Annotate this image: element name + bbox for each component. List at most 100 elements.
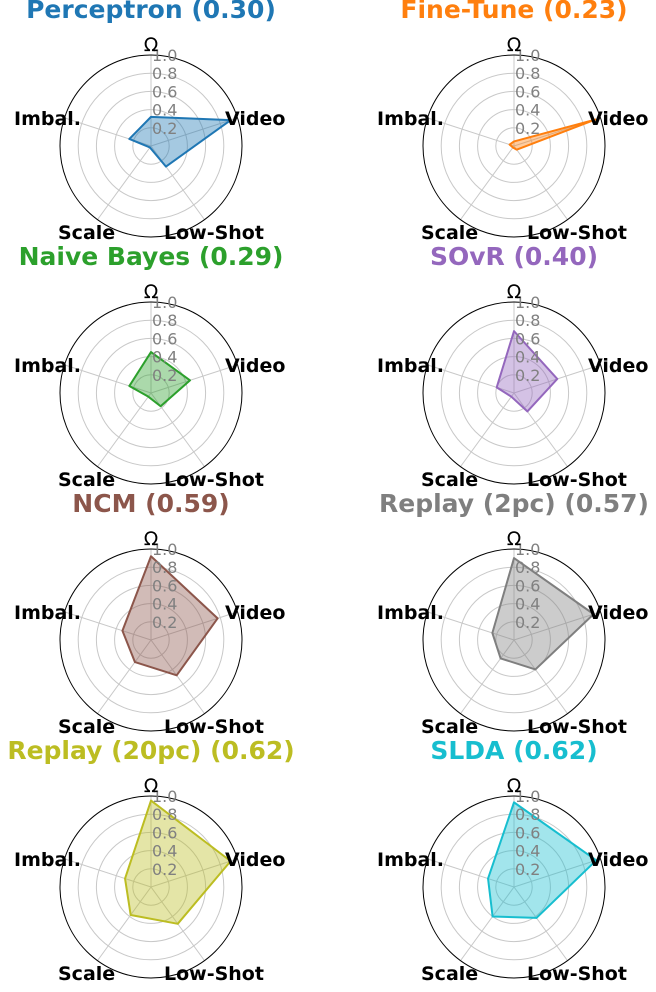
radial-gridline — [460, 639, 515, 714]
outer-frame-circle — [422, 54, 606, 238]
grid-circle — [114, 850, 188, 924]
data-polygon — [121, 555, 219, 677]
panel-title: SLDA (0.62) — [430, 736, 597, 765]
radial-tick-label: 0.4 — [152, 101, 177, 120]
axis-label-scale: Scale — [58, 222, 115, 244]
radial-gridline — [97, 392, 152, 467]
data-polygon — [124, 799, 232, 925]
outer-frame-circle — [422, 301, 606, 485]
radial-tick-label: 0.6 — [152, 823, 177, 842]
axis-label-low-shot: Low-Shot — [164, 222, 264, 244]
axis-label-video: Video — [588, 108, 648, 130]
grid-circle — [77, 813, 225, 961]
axis-label-omega: Ω — [507, 775, 522, 797]
axis-label-omega: Ω — [144, 34, 159, 56]
radial-gridline — [460, 145, 515, 220]
data-point-video — [216, 617, 219, 620]
axis-label-video: Video — [588, 849, 648, 871]
grid-circle — [440, 566, 588, 714]
outer-frame-circle — [422, 548, 606, 732]
grid-circle — [477, 850, 551, 924]
radial-gridline — [513, 145, 568, 220]
panel-title: Perceptron (0.30) — [26, 0, 276, 24]
radial-tick-label: 0.8 — [152, 311, 177, 330]
data-point-scale — [149, 146, 151, 149]
axis-label-video: Video — [225, 849, 285, 871]
grid-circle — [495, 621, 533, 659]
radial-gridline — [150, 858, 238, 888]
axis-label-low-shot: Low-Shot — [527, 716, 627, 738]
grid-circle — [77, 72, 225, 220]
axis-label-low-shot: Low-Shot — [527, 469, 627, 491]
data-polygon — [495, 330, 559, 413]
outer-frame-circle — [59, 795, 243, 979]
grid-circle — [477, 109, 551, 183]
data-point-imbal — [495, 386, 498, 389]
radial-tick-label: 0.2 — [515, 366, 540, 385]
axis-label-imbal: Imbal. — [377, 602, 444, 624]
outer-frame-circle — [59, 301, 243, 485]
radial-gridline — [513, 858, 601, 888]
data-point-omega — [150, 351, 152, 353]
radial-tick-label: 0.2 — [152, 119, 177, 138]
data-point-omega — [513, 140, 515, 143]
radial-tick-label: 0.4 — [152, 842, 177, 861]
radial-gridline — [427, 117, 515, 147]
data-point-low-shot — [176, 923, 179, 925]
radial-gridline — [150, 364, 238, 394]
data-point-imbal — [128, 138, 131, 140]
data-point-imbal — [124, 877, 126, 880]
axis-label-imbal: Imbal. — [14, 602, 81, 624]
axis-label-omega: Ω — [507, 528, 522, 550]
grid-circle — [114, 603, 188, 677]
data-point-omega — [513, 330, 515, 332]
radial-tick-label: 0.6 — [515, 82, 540, 101]
radial-tick-label: 0.8 — [152, 64, 177, 83]
data-point-low-shot — [165, 165, 167, 168]
radial-tick-label: 0.2 — [515, 613, 540, 632]
radial-gridline — [513, 639, 568, 714]
grid-circle — [132, 127, 170, 165]
radial-gridline — [97, 145, 152, 220]
data-point-scale — [134, 661, 136, 663]
radar-panel-replay-20pc-0-62: 0.20.40.60.81.0Ω Video Low-Shot Scale Imbal.… — [7, 736, 294, 985]
radial-tick-label: 0.6 — [515, 576, 540, 595]
axis-label-scale: Scale — [58, 716, 115, 738]
panel-title: Naive Bayes (0.29) — [19, 242, 284, 271]
data-point-scale — [147, 395, 150, 398]
radial-tick-label: 0.4 — [152, 595, 177, 614]
radial-tick-label: 1.0 — [515, 46, 540, 65]
data-point-video — [229, 119, 232, 121]
data-point-omega — [150, 555, 152, 558]
data-point-omega — [150, 116, 152, 118]
data-polygon — [487, 801, 598, 919]
data-point-video — [189, 379, 191, 382]
axis-label-video: Video — [225, 602, 285, 624]
data-point-video — [595, 859, 598, 862]
radial-gridline — [460, 392, 515, 467]
radial-tick-label: 0.8 — [515, 558, 540, 577]
axis-label-imbal: Imbal. — [14, 355, 81, 377]
axis-label-low-shot: Low-Shot — [527, 963, 627, 985]
data-point-omega — [150, 799, 152, 802]
axis-label-scale: Scale — [58, 963, 115, 985]
data-point-scale — [512, 146, 514, 149]
radial-tick-label: 0.8 — [515, 805, 540, 824]
grid-circle — [132, 374, 170, 412]
radial-gridline — [150, 117, 238, 147]
radial-tick-label: 0.8 — [515, 311, 540, 330]
radial-tick-label: 0.2 — [152, 366, 177, 385]
radial-tick-label: 0.4 — [515, 595, 540, 614]
radial-gridline — [427, 858, 515, 888]
axis-label-imbal: Imbal. — [377, 355, 444, 377]
grid-circle — [77, 319, 225, 467]
data-point-imbal — [487, 877, 489, 880]
grid-circle — [440, 319, 588, 467]
outer-frame-circle — [59, 548, 243, 732]
radar-panel-perceptron-0-30: 0.20.40.60.81.0Ω Video Low-Shot Scale Imbal.… — [14, 0, 285, 244]
radial-gridline — [427, 611, 515, 641]
data-point-video — [556, 378, 559, 380]
grid-circle — [458, 584, 570, 696]
panel-title: Fine-Tune (0.23) — [400, 0, 627, 24]
